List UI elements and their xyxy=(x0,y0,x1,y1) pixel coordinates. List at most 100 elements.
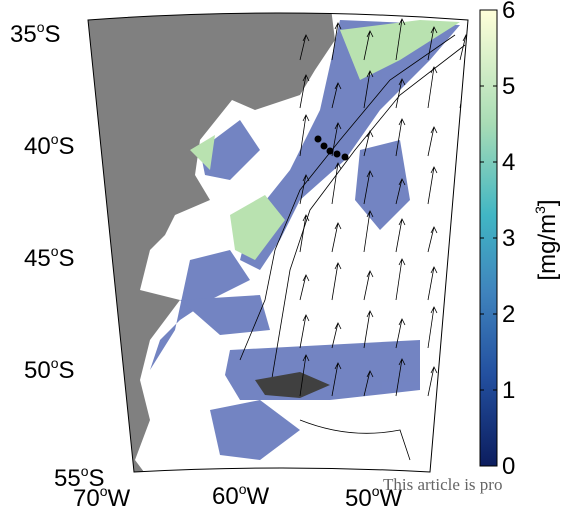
arrow xyxy=(459,274,468,301)
arrow xyxy=(299,314,310,349)
arrow xyxy=(427,126,438,157)
watermark: This article is pro xyxy=(383,475,502,494)
land xyxy=(88,13,335,472)
lon-label-deg: 60 xyxy=(212,483,239,510)
arrow xyxy=(363,210,374,253)
arrow xyxy=(395,18,406,61)
degree-symbol: o xyxy=(239,481,247,497)
arrow xyxy=(363,270,374,301)
colorbar-tick-label: 0 xyxy=(502,453,515,480)
degree-symbol: o xyxy=(51,243,59,259)
colorbar-tick-label: 6 xyxy=(502,0,515,24)
arrow xyxy=(299,174,310,205)
degree-symbol: o xyxy=(51,131,59,147)
lat-label: 55oS xyxy=(54,463,105,492)
colorbar-tick-label: 4 xyxy=(502,149,515,176)
arrow xyxy=(427,306,438,349)
arrow xyxy=(427,366,438,397)
bathymetry xyxy=(239,34,466,461)
colorbar-label-main: [mg/m xyxy=(534,214,561,281)
arrow xyxy=(363,30,374,61)
arrow xyxy=(331,22,342,61)
stations xyxy=(314,135,349,161)
arrow xyxy=(427,26,438,61)
colorbar-label-end: ] xyxy=(534,199,561,206)
colorbar-tick-label: 5 xyxy=(502,73,515,100)
lat-label-hemi: S xyxy=(59,357,75,384)
arrow xyxy=(363,70,374,109)
lat-label: 50oS xyxy=(24,355,75,384)
colorbar-tick-label: 1 xyxy=(502,377,515,404)
colorbar-tick-label: 3 xyxy=(502,225,515,252)
degree-symbol: o xyxy=(81,463,89,479)
degree-symbol: o xyxy=(100,483,108,499)
lat-label: 35oS xyxy=(10,19,61,48)
arrow xyxy=(299,34,310,61)
lat-label: 45oS xyxy=(24,243,75,272)
high-chl xyxy=(190,20,460,260)
lon-label: 60oW xyxy=(212,481,270,510)
lat-label-deg: 50 xyxy=(24,357,51,384)
lon-label-hemi: W xyxy=(247,483,270,510)
degree-symbol: o xyxy=(37,19,45,35)
arrow xyxy=(331,262,342,301)
degree-symbol: o xyxy=(51,355,59,371)
lat-label-deg: 40 xyxy=(24,133,51,160)
lat-label-hemi: S xyxy=(45,21,61,48)
arrow xyxy=(363,130,374,157)
arrow xyxy=(363,370,374,397)
lon-label-deg: 70 xyxy=(73,485,100,512)
lat-label-deg: 35 xyxy=(10,21,37,48)
lon-label: 70oW xyxy=(73,483,131,512)
arrow xyxy=(395,318,406,349)
arrow xyxy=(331,222,342,253)
arrow xyxy=(363,170,374,205)
arrow xyxy=(395,178,406,205)
colorbar-tick-label: 2 xyxy=(502,301,515,328)
arrow xyxy=(427,166,438,205)
arrow xyxy=(395,258,406,301)
arrow xyxy=(299,114,310,157)
arrow xyxy=(299,354,310,397)
degree-symbol: o xyxy=(372,483,380,499)
colorbar-label-sup: 3 xyxy=(532,206,548,214)
arrow xyxy=(395,358,406,397)
lon-label-hemi: W xyxy=(108,485,131,512)
arrow xyxy=(363,310,374,349)
lon-label: 50oW xyxy=(345,483,403,512)
arrow xyxy=(299,214,310,253)
lat-label-hemi: S xyxy=(59,245,75,272)
arrow xyxy=(459,34,468,61)
arrow xyxy=(331,362,342,397)
arrow xyxy=(459,354,468,397)
arrow xyxy=(459,174,468,205)
arrow xyxy=(427,226,438,253)
map-area xyxy=(88,13,468,472)
lat-label-deg: 45 xyxy=(24,245,51,272)
lon-label-deg: 50 xyxy=(345,485,372,512)
lat-label: 40oS xyxy=(24,131,75,160)
arrow xyxy=(299,74,310,109)
arrow xyxy=(427,266,438,301)
arrow xyxy=(395,218,406,253)
lat-label-hemi: S xyxy=(89,465,105,492)
arrow xyxy=(299,274,310,301)
map-frame xyxy=(87,12,469,473)
arrow xyxy=(459,214,468,253)
arrow xyxy=(395,118,406,157)
colorbar-ticks: 0 1 2 3 4 5 6 xyxy=(480,0,515,480)
arrow xyxy=(427,66,438,109)
arrow xyxy=(459,314,468,349)
chlorophyll-patches xyxy=(150,20,460,460)
lat-label-hemi: S xyxy=(59,133,75,160)
lon-label-hemi: W xyxy=(380,485,403,512)
lat-label-deg: 55 xyxy=(54,465,81,492)
islands xyxy=(255,372,330,398)
arrow xyxy=(331,322,342,349)
colorbar-label: [mg/m3] xyxy=(532,199,561,280)
arrow xyxy=(331,162,342,205)
arrow xyxy=(395,78,406,109)
arrow xyxy=(459,114,468,157)
